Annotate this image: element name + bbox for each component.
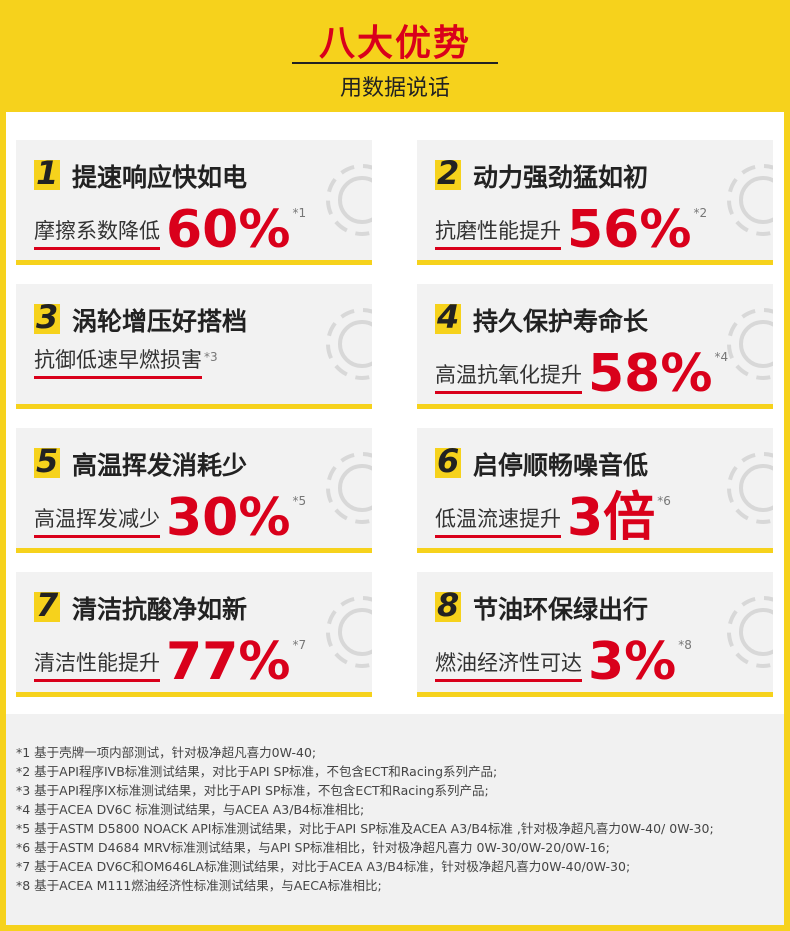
item-text: 抗御低速早燃损害 bbox=[34, 344, 202, 379]
advantage-card: 5 高温挥发消耗少高温挥发减少 30% *5 bbox=[16, 428, 372, 553]
number-badge bbox=[435, 304, 461, 334]
item-note: *2 bbox=[693, 206, 708, 220]
number-badge bbox=[435, 160, 461, 190]
number-badge bbox=[34, 304, 60, 334]
item-number: 1 bbox=[36, 154, 59, 192]
item-note: *7 bbox=[292, 638, 307, 652]
item-title: 节油环保绿出行 bbox=[473, 595, 649, 624]
number-badge bbox=[435, 448, 461, 478]
item-note: *1 bbox=[292, 206, 307, 220]
item-number: 6 bbox=[437, 442, 460, 480]
item-value: 58% bbox=[588, 344, 713, 404]
gear-icon bbox=[727, 452, 773, 524]
item-value: 77% bbox=[166, 632, 291, 692]
item-value: 3倍 bbox=[567, 488, 656, 548]
item-value: 30% bbox=[166, 488, 291, 548]
item-note: *3 bbox=[204, 350, 218, 364]
item-title: 动力强劲猛如初 bbox=[473, 163, 649, 192]
footnotes-panel: *1 基于壳牌一项内部测试，针对极净超凡喜力0W-40; *2 基于API程序IV… bbox=[6, 714, 784, 925]
item-title: 启停顺畅噪音低 bbox=[473, 451, 649, 480]
item-row: 燃油经济性可达 3% *8 bbox=[435, 632, 692, 692]
item-row: 高温抗氧化提升 58% *4 bbox=[435, 344, 728, 404]
item-note: *6 bbox=[657, 494, 671, 508]
item-text: 高温抗氧化提升 bbox=[435, 359, 582, 394]
item-text: 清洁性能提升 bbox=[34, 647, 160, 682]
item-title: 高温挥发消耗少 bbox=[72, 451, 248, 480]
gear-icon bbox=[326, 308, 372, 380]
advantage-card: 8 节油环保绿出行燃油经济性可达 3% *8 bbox=[417, 572, 773, 697]
advantage-card: 3 涡轮增压好搭档抗御低速早燃损害 *3 bbox=[16, 284, 372, 409]
subtitle: 用数据说话 bbox=[339, 76, 450, 101]
footnote: *6 基于ASTM D4684 MRV标准测试结果，与API SP标准相比，针对… bbox=[16, 840, 610, 855]
item-text: 高温挥发减少 bbox=[34, 503, 160, 538]
number-badge bbox=[34, 448, 60, 478]
gear-icon bbox=[326, 452, 372, 524]
item-row: 低温流速提升 3倍 *6 bbox=[435, 488, 671, 548]
item-number: 2 bbox=[437, 154, 460, 192]
gear-icon bbox=[727, 164, 773, 236]
item-row: 摩擦系数降低 60% *1 bbox=[34, 200, 306, 260]
footnote: *5 基于ASTM D5800 NOACK API标准测试结果，对比于API S… bbox=[16, 821, 714, 836]
advantage-card: 7 清洁抗酸净如新清洁性能提升 77% *7 bbox=[16, 572, 372, 697]
number-badge bbox=[34, 160, 60, 190]
item-row: 高温挥发减少 30% *5 bbox=[34, 488, 306, 548]
advantage-card: 2 动力强劲猛如初抗磨性能提升 56% *2 bbox=[417, 140, 773, 265]
item-text: 燃油经济性可达 bbox=[435, 647, 582, 682]
item-row: 清洁性能提升 77% *7 bbox=[34, 632, 306, 692]
item-value: 56% bbox=[567, 200, 692, 260]
number-badge bbox=[435, 592, 461, 622]
item-number: 3 bbox=[36, 298, 59, 336]
number-badge bbox=[34, 592, 60, 622]
item-text: 抗磨性能提升 bbox=[435, 215, 561, 250]
footnote: *8 基于ACEA M111燃油经济性标准测试结果，与AECA标准相比; bbox=[16, 878, 382, 893]
footnote: *7 基于ACEA DV6C和OM646LA标准测试结果，对比于ACEA A3/… bbox=[16, 859, 631, 874]
item-text: 摩擦系数降低 bbox=[34, 215, 160, 250]
item-note: *4 bbox=[714, 350, 729, 364]
item-number: 7 bbox=[36, 586, 59, 624]
gear-icon bbox=[326, 596, 372, 668]
item-value: 60% bbox=[166, 200, 291, 260]
advantage-card: 1 提速响应快如电摩擦系数降低 60% *1 bbox=[16, 140, 372, 265]
footnote: *2 基于API程序IVB标准测试结果，对比于API SP标准，不包含ECT和R… bbox=[16, 764, 498, 779]
gear-icon bbox=[326, 164, 372, 236]
footnote: *3 基于API程序IX标准测试结果，对比于API SP标准，不包含ECT和Ra… bbox=[16, 783, 489, 798]
item-row: 抗磨性能提升 56% *2 bbox=[435, 200, 707, 260]
footnote: *4 基于ACEA DV6C 标准测试结果，与ACEA A3/B4标准相比; bbox=[16, 802, 365, 817]
item-number: 5 bbox=[36, 442, 59, 480]
item-note: *5 bbox=[292, 494, 307, 508]
title: 八大优势 bbox=[318, 23, 471, 64]
item-note: *8 bbox=[678, 638, 692, 652]
item-row: 抗御低速早燃损害 *3 bbox=[34, 344, 218, 389]
item-value: 3% bbox=[588, 632, 677, 692]
item-title: 提速响应快如电 bbox=[72, 163, 248, 192]
item-number: 8 bbox=[437, 586, 460, 624]
footnote: *1 基于壳牌一项内部测试，针对极净超凡喜力0W-40; bbox=[16, 745, 317, 760]
gear-icon bbox=[727, 596, 773, 668]
advantage-card: 6 启停顺畅噪音低低温流速提升 3倍 *6 bbox=[417, 428, 773, 553]
item-title: 清洁抗酸净如新 bbox=[72, 595, 248, 624]
item-number: 4 bbox=[437, 298, 460, 336]
item-text: 低温流速提升 bbox=[435, 503, 561, 538]
item-title: 持久保护寿命长 bbox=[473, 307, 649, 336]
title-rule bbox=[292, 62, 498, 64]
item-title: 涡轮增压好搭档 bbox=[72, 307, 248, 336]
gear-icon bbox=[727, 308, 773, 380]
advantage-card: 4 持久保护寿命长高温抗氧化提升 58% *4 bbox=[417, 284, 773, 409]
